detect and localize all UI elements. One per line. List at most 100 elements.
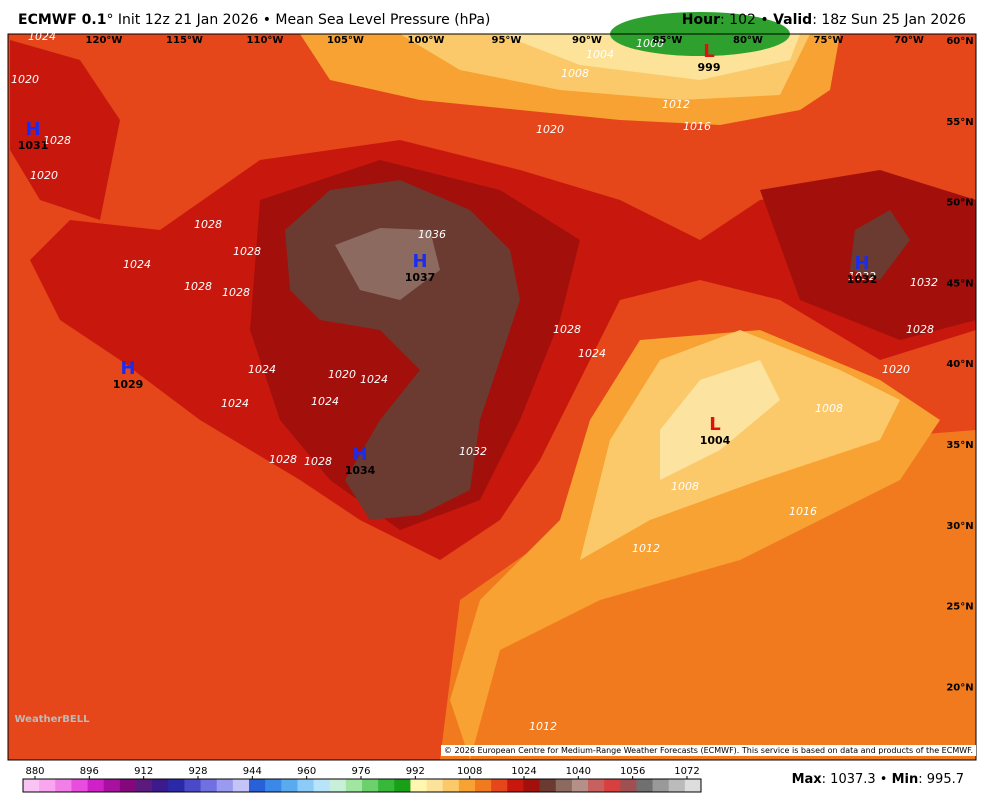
pressure-field xyxy=(7,12,977,761)
contour-label: 1012 xyxy=(529,720,557,733)
contour-label: 1024 xyxy=(311,395,339,408)
latitude-label: 25°N xyxy=(946,602,973,613)
colorbar-swatch xyxy=(297,779,315,792)
center-symbol: H xyxy=(352,444,367,465)
longitude-label: 85°W xyxy=(653,35,683,46)
max: : 1037.3 • xyxy=(821,772,892,787)
contour-label: 1020 xyxy=(882,363,910,376)
colorbar-swatch xyxy=(168,779,185,792)
contour-label: 1020 xyxy=(30,169,58,182)
latitude-label: 55°N xyxy=(946,117,973,128)
colorbar-swatch xyxy=(313,779,331,792)
contour-label: 1036 xyxy=(418,228,446,241)
contour-label: 1000 xyxy=(636,37,664,50)
colorbar-swatch xyxy=(71,779,89,792)
longitude-label: 80°W xyxy=(733,35,763,46)
colorbar-label: 912 xyxy=(134,766,153,777)
hour: : 102 • xyxy=(720,12,774,28)
colorbar-swatch xyxy=(362,779,379,792)
contour-label: 1016 xyxy=(683,120,711,133)
contour-label: 1028 xyxy=(222,286,250,299)
center-symbol: H xyxy=(120,358,135,379)
colorbar-label: 960 xyxy=(297,766,316,777)
colorbar-label: 976 xyxy=(351,766,370,777)
colorbar-swatch xyxy=(281,779,298,792)
contour-label: 1004 xyxy=(586,48,614,61)
center-value: 1031 xyxy=(18,139,49,152)
center-value: 1032 xyxy=(847,273,878,286)
latitude-label: 45°N xyxy=(946,278,973,289)
contour-label: 1024 xyxy=(123,258,151,271)
colorbar-swatch xyxy=(620,779,637,792)
center-value: 999 xyxy=(698,61,721,74)
init: ° Init 12z 21 Jan 2026 • Mean Sea Level … xyxy=(106,12,491,28)
contour-label: 1012 xyxy=(632,542,660,555)
colorbar-swatch xyxy=(200,779,218,792)
colorbar-swatch xyxy=(136,779,153,792)
contour-label: 1020 xyxy=(11,73,39,86)
contour-label: 1028 xyxy=(184,280,212,293)
colorbar-swatch xyxy=(329,779,347,792)
contour-label: 1028 xyxy=(43,134,71,147)
latitude-label: 20°N xyxy=(946,682,973,693)
colorbar-swatch xyxy=(394,779,411,792)
center-value: 1034 xyxy=(345,464,376,477)
colorbar-swatch xyxy=(555,779,573,792)
colorbar-label: 1008 xyxy=(457,766,482,777)
contour-label: 1008 xyxy=(561,67,589,80)
colorbar-swatch xyxy=(539,779,557,792)
stats: Max: 1037.3 • Min: 995.7 xyxy=(792,772,964,787)
longitude-label: 75°W xyxy=(814,35,844,46)
contour-label: 1016 xyxy=(789,505,817,518)
latitude-label: 60°N xyxy=(946,36,973,47)
colorbar-label: 928 xyxy=(188,766,207,777)
contour-label: 1024 xyxy=(28,30,56,43)
colorbar-label: 1040 xyxy=(566,766,591,777)
min: : 995.7 xyxy=(918,772,964,787)
valid: : 18z Sun 25 Jan 2026 xyxy=(812,12,966,28)
center-value: 1037 xyxy=(405,271,436,284)
colorbar-swatch xyxy=(232,779,250,792)
contour-label: 1032 xyxy=(910,276,938,289)
colorbar-swatch xyxy=(152,779,169,792)
colorbar-label: 1072 xyxy=(674,766,699,777)
colorbar-swatch xyxy=(636,779,654,792)
colorbar-label: 1024 xyxy=(511,766,536,777)
colorbar-swatch xyxy=(39,779,56,792)
colorbar-swatch xyxy=(378,779,395,792)
longitude-label: 115°W xyxy=(166,35,203,46)
colorbar-swatch xyxy=(604,779,621,792)
center-value: 1004 xyxy=(700,434,731,447)
colorbar-swatch xyxy=(491,779,508,792)
colorbar-swatch xyxy=(265,779,282,792)
contour-label: 1024 xyxy=(360,373,388,386)
colorbar-swatch xyxy=(55,779,72,792)
colorbar-swatch xyxy=(458,779,476,792)
colorbar-frame xyxy=(22,778,702,793)
contour-label: 1028 xyxy=(906,323,934,336)
longitude-label: 110°W xyxy=(247,35,284,46)
colorbar-swatch xyxy=(216,779,234,792)
header-right: Hour: 102 • Valid: 18z Sun 25 Jan 2026 xyxy=(682,12,966,28)
contour-label: 1028 xyxy=(194,218,222,231)
latitude-label: 35°N xyxy=(946,440,973,451)
contour-label: 1024 xyxy=(248,363,276,376)
colorbar-swatch xyxy=(668,779,686,792)
colorbar-swatch xyxy=(652,779,670,792)
contour-label: 1028 xyxy=(304,455,332,468)
colorbar-swatch xyxy=(87,779,105,792)
credit: © 2026 European Centre for Medium-Range … xyxy=(441,745,976,756)
colorbar-swatch xyxy=(184,779,202,792)
contour-label: 1008 xyxy=(815,402,843,415)
valid-label: Valid xyxy=(773,12,813,28)
contour-label: 1012 xyxy=(662,98,690,111)
contour-label: 1032 xyxy=(848,270,876,283)
contour-label: 1028 xyxy=(233,245,261,258)
contour-label: 1028 xyxy=(269,453,297,466)
center-symbol: L xyxy=(709,414,720,435)
colorbar-swatch xyxy=(507,779,524,792)
contour-label: 1020 xyxy=(536,123,564,136)
longitude-label: 70°W xyxy=(894,35,924,46)
longitude-label: 95°W xyxy=(492,35,522,46)
